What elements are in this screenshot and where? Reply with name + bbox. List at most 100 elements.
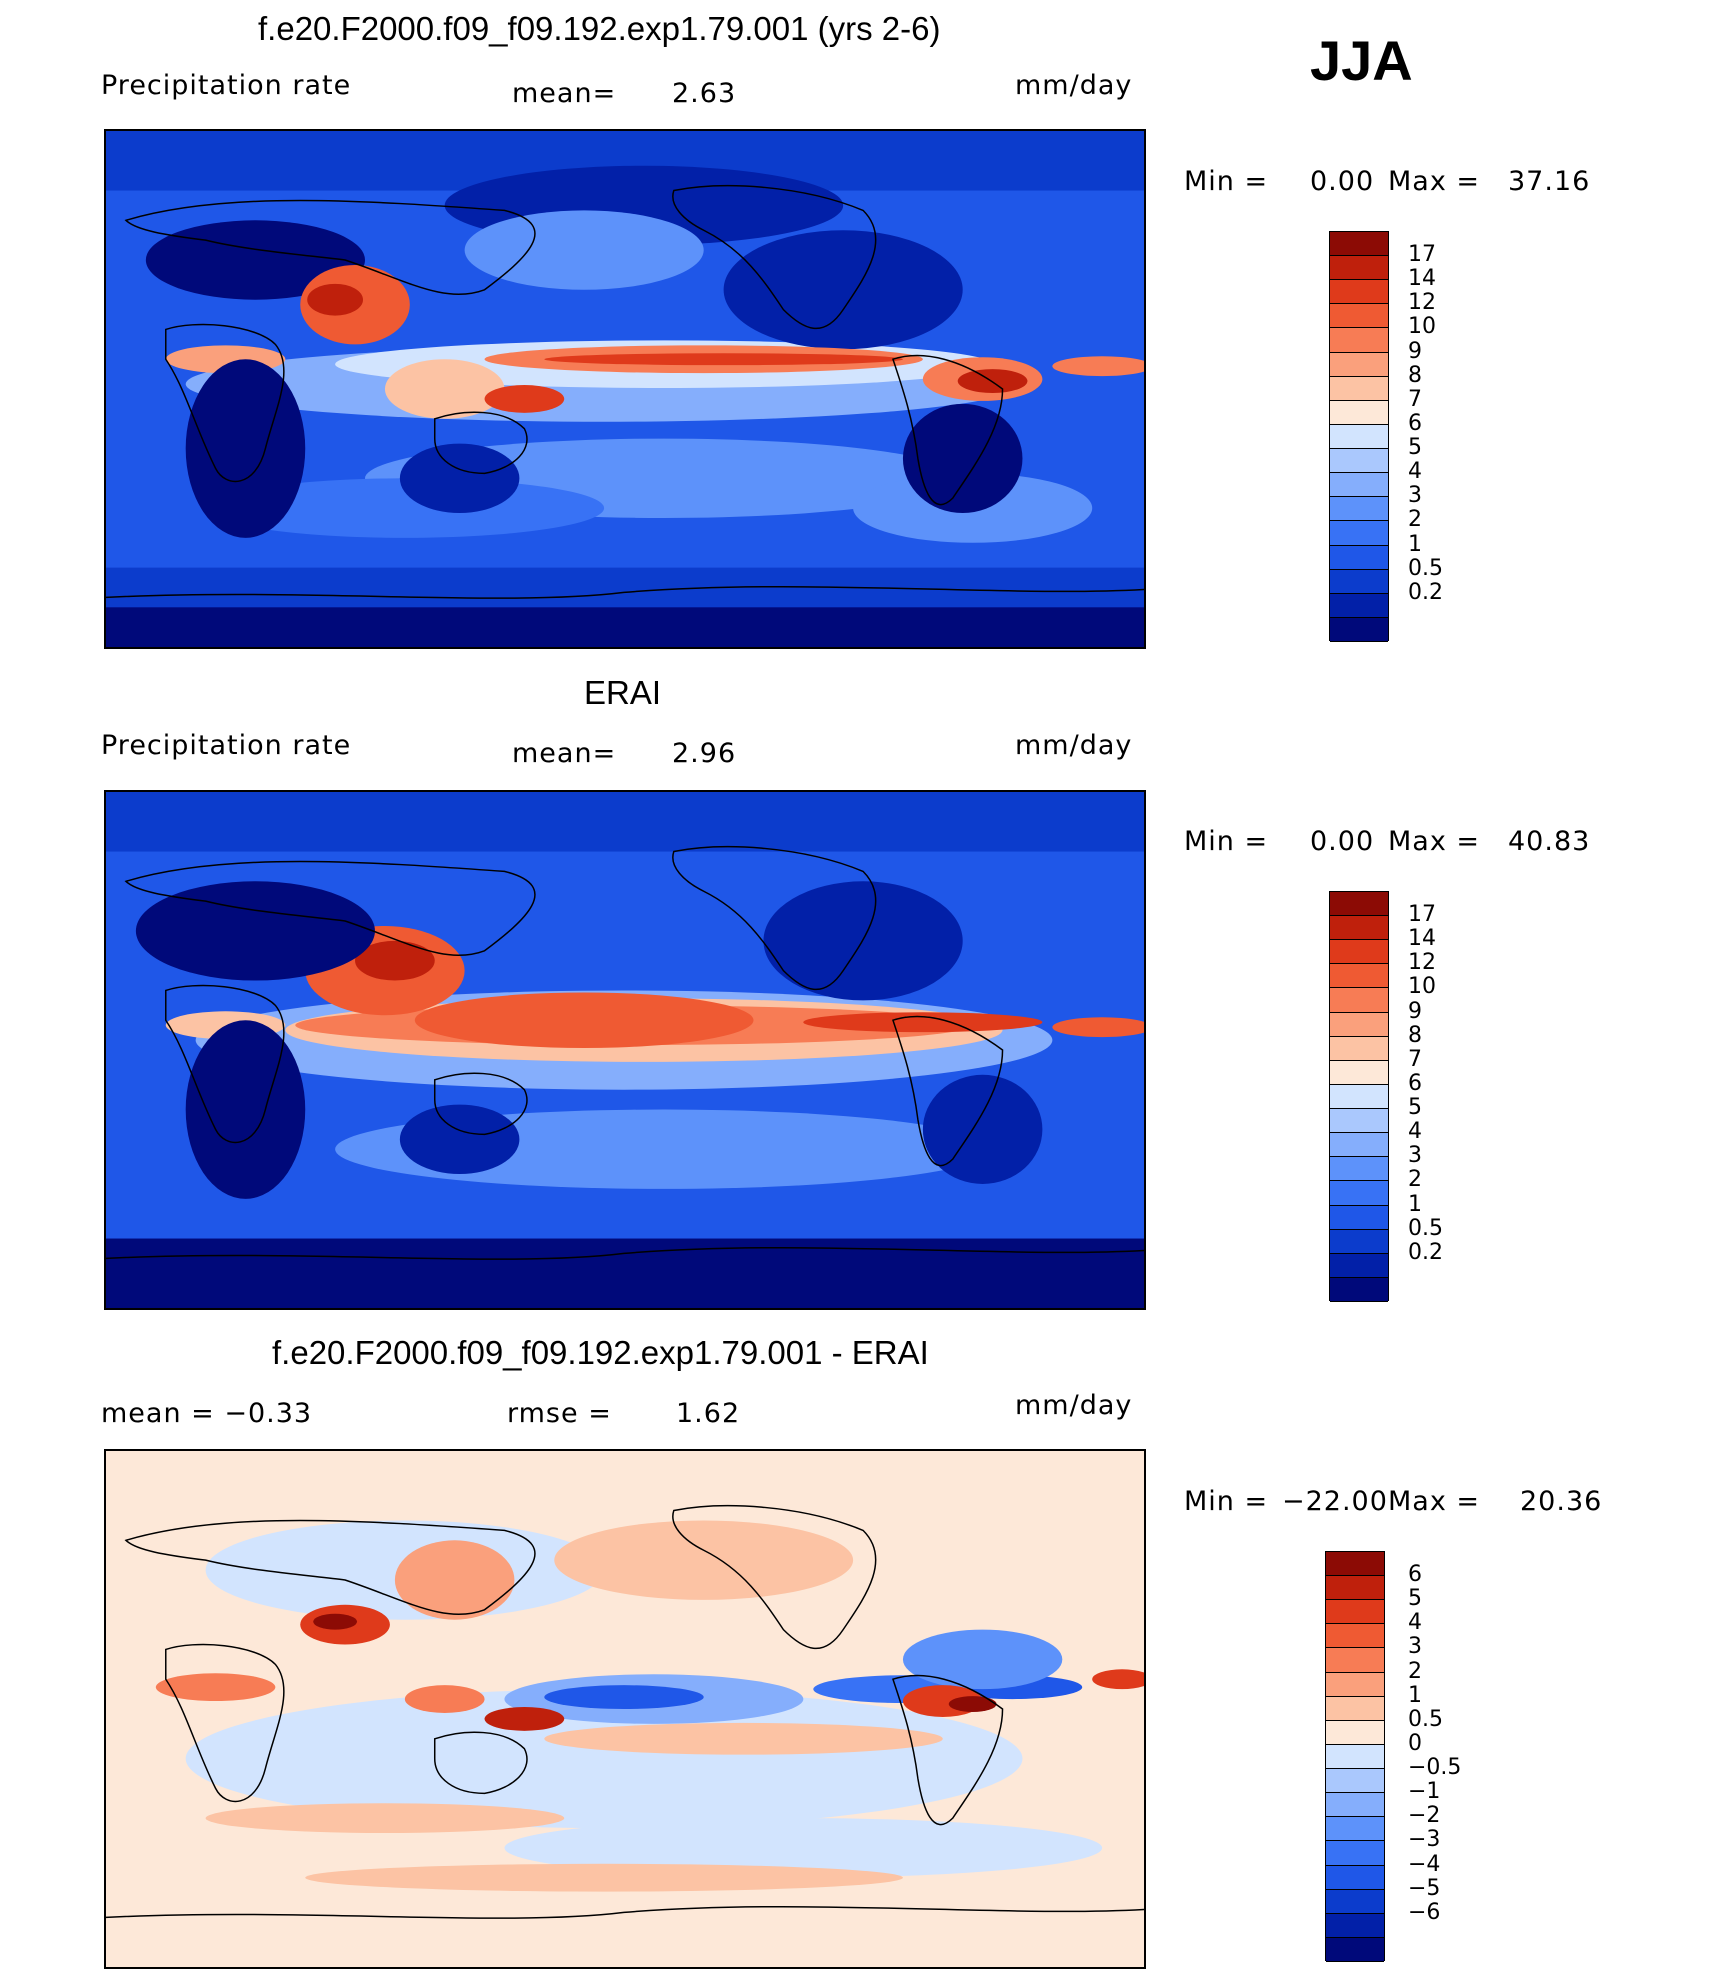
colorbar-box: [1330, 964, 1388, 989]
colorbar-box: [1330, 352, 1388, 377]
colorbar-box: [1330, 569, 1388, 594]
panel2-title: ERAI: [584, 674, 662, 711]
colorbar-tick-label: 6: [1408, 410, 1422, 436]
panel3-min-value: −22.00: [1282, 1486, 1388, 1517]
panel3-rmse-label: rmse =: [507, 1398, 612, 1429]
colorbar-tick-label: 3: [1408, 1143, 1422, 1169]
colorbar-tick-label: 0: [1408, 1730, 1422, 1756]
colorbar-box: [1330, 1060, 1388, 1085]
colorbar-box: [1330, 328, 1388, 353]
colorbar-box: [1326, 1696, 1384, 1721]
colorbar-tick-label: 9: [1408, 338, 1422, 364]
colorbar-box: [1326, 1913, 1384, 1938]
colorbar-box: [1326, 1865, 1384, 1890]
colorbar-tick-label: 6: [1408, 1070, 1422, 1096]
colorbar-box: [1330, 1157, 1388, 1182]
colorbar-tick-label: 5: [1408, 1586, 1422, 1612]
panel3-map: [104, 1449, 1146, 1969]
colorbar-tick-label: 17: [1408, 242, 1436, 268]
panel1-map: [104, 129, 1146, 649]
panel3-title: f.e20.F2000.f09_f09.192.exp1.79.001 - ER…: [272, 1334, 929, 1371]
colorbar-box: [1330, 1012, 1388, 1037]
colorbar-box: [1326, 1552, 1384, 1577]
colorbar-tick-label: 14: [1408, 926, 1436, 952]
panel2-min-label: Min =: [1184, 826, 1269, 857]
colorbar-tick-label: 3: [1408, 483, 1422, 509]
colorbar-box: [1330, 232, 1388, 257]
colorbar-box: [1326, 1576, 1384, 1601]
panel3-max-value: 20.36: [1520, 1486, 1603, 1517]
colorbar-tick-label: −0.5: [1408, 1755, 1462, 1781]
colorbar-box: [1330, 376, 1388, 401]
colorbar-tick-label: −6: [1408, 1899, 1441, 1925]
panel3-map-svg: [106, 1451, 1144, 1967]
colorbar-tick-label: 1: [1408, 1682, 1422, 1708]
colorbar-tick-label: 7: [1408, 386, 1422, 412]
colorbar-tick-label: 0.5: [1408, 555, 1443, 581]
panel3-rmse-value: 1.62: [676, 1398, 741, 1429]
panel1-units: mm/day: [1015, 70, 1133, 101]
colorbar-tick-label: 4: [1408, 459, 1422, 485]
colorbar-tick-label: 2: [1408, 507, 1422, 533]
colorbar-box: [1330, 1084, 1388, 1110]
colorbar-box: [1330, 1181, 1388, 1206]
panel1-title: f.e20.F2000.f09_f09.192.exp1.79.001 (yrs…: [258, 10, 941, 47]
colorbar-tick-label: −4: [1408, 1851, 1441, 1877]
colorbar-tick-label: 12: [1408, 950, 1436, 976]
colorbar-tick-label: 1: [1408, 1191, 1422, 1217]
panel2-min-value: 0.00: [1310, 826, 1375, 857]
colorbar-box: [1326, 1720, 1384, 1745]
colorbar-box: [1326, 1769, 1384, 1794]
colorbar-box: [1326, 1889, 1384, 1914]
colorbar-tick-label: 8: [1408, 362, 1422, 388]
colorbar-box: [1326, 1793, 1384, 1818]
panel1-variable-label: Precipitation rate: [101, 70, 352, 101]
colorbar-box: [1326, 1817, 1384, 1842]
colorbar-tick-label: −1: [1408, 1779, 1441, 1805]
colorbar-box: [1330, 473, 1388, 498]
panel2-max-label: Max =: [1388, 826, 1481, 857]
panel1-mean-label: mean=: [512, 78, 617, 109]
colorbar-box: [1326, 1841, 1384, 1866]
panel1-map-svg: [106, 131, 1144, 647]
panel2-mean-label: mean=: [512, 738, 617, 769]
panel1-max-label: Max =: [1388, 166, 1481, 197]
colorbar-box: [1330, 256, 1388, 281]
colorbar-box: [1330, 593, 1388, 618]
colorbar-tick-label: 0.2: [1408, 579, 1443, 605]
colorbar-tick-label: 14: [1408, 266, 1436, 292]
colorbar-box: [1326, 1624, 1384, 1649]
colorbar-box: [1330, 1133, 1388, 1158]
panel2-variable-label: Precipitation rate: [101, 730, 352, 761]
colorbar-tick-label: 2: [1408, 1658, 1422, 1684]
panel2-max-value: 40.83: [1508, 826, 1591, 857]
panel1-mean-value: 2.63: [672, 78, 737, 109]
colorbar-box: [1330, 892, 1388, 917]
panel2-map-svg: [106, 792, 1144, 1308]
colorbar-tick-label: 0.2: [1408, 1239, 1443, 1265]
colorbar-tick-label: 4: [1408, 1610, 1422, 1636]
panel1-min-value: 0.00: [1310, 166, 1375, 197]
colorbar-box: [1330, 1109, 1388, 1134]
panel1-colorbar: [1329, 231, 1389, 642]
colorbar-tick-label: −2: [1408, 1803, 1441, 1829]
colorbar-box: [1330, 304, 1388, 329]
colorbar-box: [1326, 1672, 1384, 1697]
panel3-colorbar: [1325, 1551, 1385, 1962]
panel3-mean-text: mean = −0.33: [101, 1398, 313, 1429]
panel2-mean-value: 2.96: [672, 738, 737, 769]
colorbar-box: [1326, 1937, 1384, 1962]
colorbar-box: [1330, 1253, 1388, 1278]
colorbar-box: [1330, 1036, 1388, 1061]
colorbar-tick-label: 8: [1408, 1022, 1422, 1048]
colorbar-box: [1330, 424, 1388, 450]
colorbar-box: [1330, 617, 1388, 642]
colorbar-tick-label: 12: [1408, 290, 1436, 316]
colorbar-box: [1330, 521, 1388, 546]
colorbar-box: [1326, 1744, 1384, 1770]
colorbar-tick-label: 0.5: [1408, 1706, 1443, 1732]
colorbar-box: [1330, 940, 1388, 965]
colorbar-box: [1330, 988, 1388, 1013]
panel2-units: mm/day: [1015, 730, 1133, 761]
colorbar-tick-label: 17: [1408, 902, 1436, 928]
